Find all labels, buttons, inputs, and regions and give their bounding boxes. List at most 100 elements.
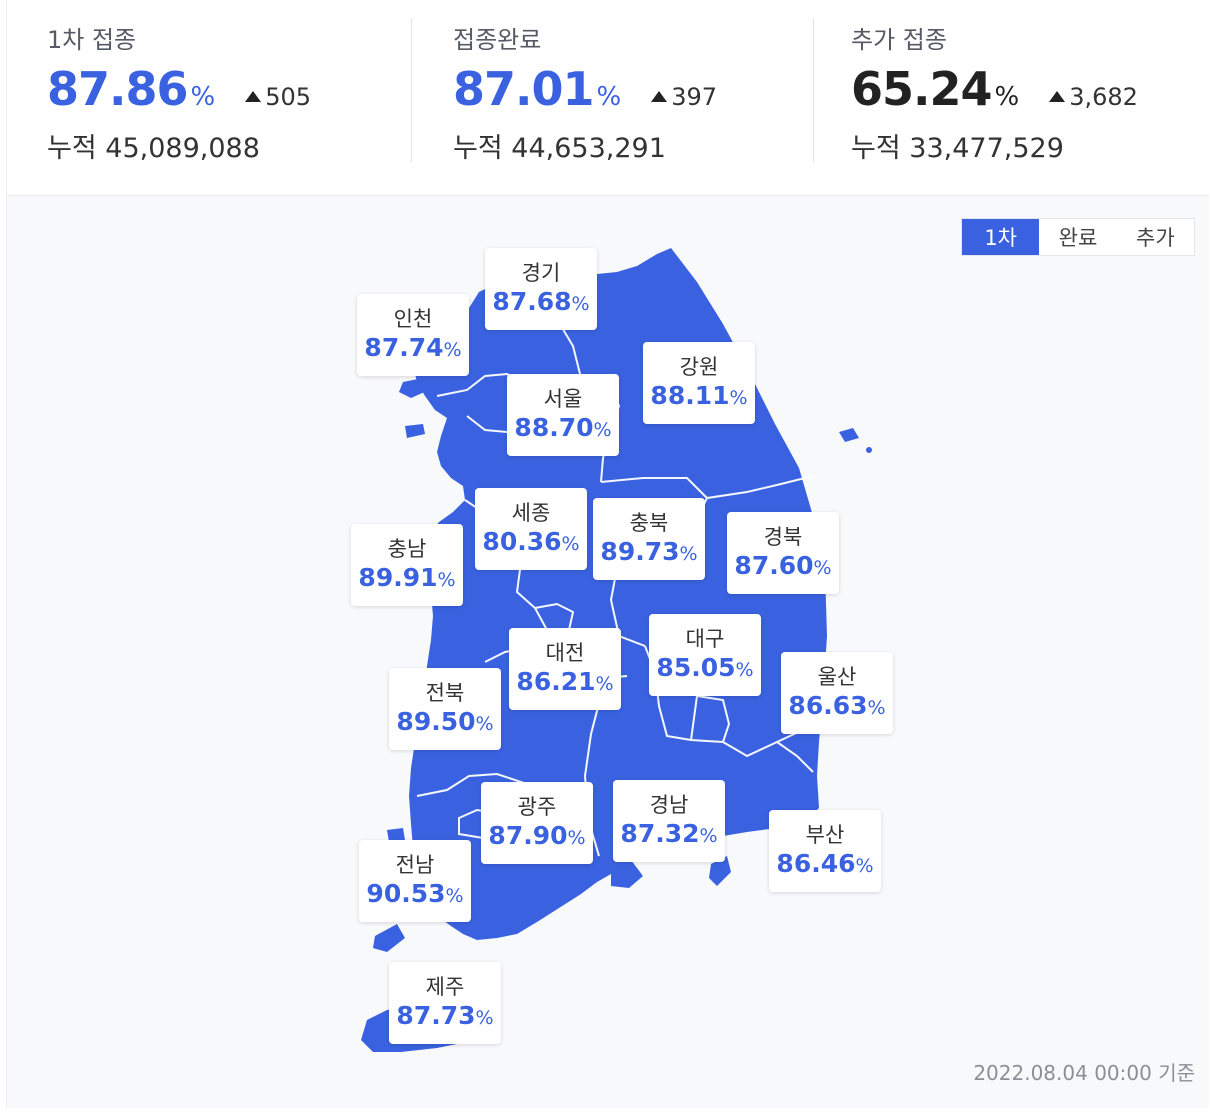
stat-rate: 87.86: [47, 62, 189, 116]
region-name: 경남: [649, 793, 689, 817]
region-name: 제주: [425, 975, 465, 999]
island-shape: [839, 428, 859, 442]
region-value: 88.70%: [507, 412, 619, 446]
region-name: 부산: [805, 823, 845, 847]
region-value: 86.21%: [509, 666, 621, 700]
toggle-booster[interactable]: 추가: [1136, 226, 1175, 250]
region-name: 대구: [685, 627, 725, 651]
toggle-first-dose[interactable]: 1차: [962, 219, 1040, 255]
region-percent: %: [567, 827, 586, 849]
region-rate: 87.74: [364, 333, 444, 362]
region-name: 전남: [395, 853, 435, 877]
region-rate: 87.60: [734, 551, 814, 580]
region-name: 울산: [817, 665, 857, 689]
region-name: 서울: [543, 387, 583, 411]
region-percent: %: [679, 543, 698, 565]
region-chungbuk[interactable]: 충북 89.73%: [593, 498, 705, 580]
island-shape: [611, 860, 643, 888]
region-percent: %: [475, 713, 494, 735]
stat-delta: 505: [245, 83, 311, 111]
region-gwangju[interactable]: 광주 87.90%: [481, 782, 593, 864]
region-seoul[interactable]: 서울 88.70%: [507, 374, 619, 456]
region-rate: 87.32: [620, 819, 700, 848]
region-percent: %: [445, 885, 464, 907]
region-rate: 89.50: [396, 707, 476, 736]
region-name: 충남: [387, 537, 427, 561]
region-name: 경기: [521, 261, 561, 285]
region-value: 89.50%: [389, 706, 501, 740]
toggle-completed[interactable]: 완료: [1058, 226, 1098, 250]
region-value: 87.73%: [389, 1000, 501, 1034]
region-jeju[interactable]: 제주 87.73%: [389, 962, 501, 1044]
stat-rate: 87.01: [453, 62, 595, 116]
region-name: 광주: [517, 795, 557, 819]
stat-rate-row: 87.01 % 397: [453, 62, 717, 116]
region-percent: %: [813, 557, 832, 579]
region-rate: 88.11: [650, 381, 730, 410]
stat-cumulative-value: 44,653,291: [511, 133, 666, 164]
stat-cumulative-label: 누적: [47, 133, 97, 164]
region-rate: 80.36: [482, 527, 562, 556]
region-chungnam[interactable]: 충남 89.91%: [351, 524, 463, 606]
region-gyeonggi[interactable]: 경기 87.68%: [485, 248, 597, 330]
region-jeonbuk[interactable]: 전북 89.50%: [389, 668, 501, 750]
region-percent: %: [735, 659, 754, 681]
island-shape: [373, 924, 405, 952]
island-shape: [866, 447, 872, 453]
region-gyeongnam[interactable]: 경남 87.32%: [613, 780, 725, 862]
region-percent: %: [561, 533, 580, 555]
stat-cumulative-value: 33,477,529: [909, 133, 1064, 164]
stat-percent-sign: %: [994, 82, 1020, 112]
region-incheon[interactable]: 인천 87.74%: [357, 294, 469, 376]
region-percent: %: [729, 387, 748, 409]
region-value: 87.68%: [485, 286, 597, 320]
stat-delta: 397: [651, 83, 717, 111]
region-percent: %: [699, 825, 718, 847]
region-value: 86.63%: [781, 690, 893, 724]
stat-cumulative: 누적 45,089,088: [47, 126, 260, 165]
region-value: 85.05%: [649, 652, 761, 686]
stat-label: 1차 접종: [47, 26, 137, 54]
island-shape: [709, 856, 731, 886]
region-value: 80.36%: [475, 526, 587, 560]
stat-cumulative-label: 누적: [453, 133, 503, 164]
region-rate: 86.46: [776, 849, 856, 878]
stat-delta-value: 505: [265, 83, 312, 111]
region-rate: 88.70: [514, 413, 594, 442]
stat-rate-row: 87.86 % 505: [47, 62, 311, 116]
stat-percent-sign: %: [596, 82, 622, 112]
region-daejeon[interactable]: 대전 86.21%: [509, 628, 621, 710]
region-percent: %: [475, 1007, 494, 1029]
region-gyeongbuk[interactable]: 경북 87.60%: [727, 512, 839, 594]
region-percent: %: [855, 855, 874, 877]
region-rate: 85.05: [656, 653, 736, 682]
region-value: 88.11%: [643, 380, 755, 414]
region-gangwon[interactable]: 강원 88.11%: [643, 342, 755, 424]
stat-label: 접종완료: [453, 26, 542, 54]
region-percent: %: [443, 339, 462, 361]
region-ulsan[interactable]: 울산 86.63%: [781, 652, 893, 734]
region-daegu[interactable]: 대구 85.05%: [649, 614, 761, 696]
stat-divider: [411, 18, 412, 162]
region-value: 87.90%: [481, 820, 593, 854]
region-value: 87.74%: [357, 332, 469, 366]
region-jeonnam[interactable]: 전남 90.53%: [359, 840, 471, 922]
region-name: 세종: [511, 501, 551, 525]
region-value: 87.60%: [727, 550, 839, 584]
region-percent: %: [593, 419, 612, 441]
stat-rate: 65.24: [851, 62, 993, 116]
island-shape: [547, 868, 581, 898]
island-shape: [399, 378, 429, 398]
triangle-up-icon: [651, 91, 668, 102]
region-sejong[interactable]: 세종 80.36%: [475, 488, 587, 570]
stat-cumulative: 누적 44,653,291: [453, 126, 666, 165]
region-value: 90.53%: [359, 878, 471, 912]
vaccination-card: 1차 접종 87.86 % 505 누적 45,089,088 접종완료 87.…: [6, 0, 1209, 1108]
island-shape: [405, 424, 425, 438]
region-value: 87.32%: [613, 818, 725, 852]
region-rate: 86.21: [516, 667, 596, 696]
region-percent: %: [867, 697, 886, 719]
stat-label: 추가 접종: [851, 26, 947, 54]
region-percent: %: [595, 673, 614, 695]
region-busan[interactable]: 부산 86.46%: [769, 810, 881, 892]
